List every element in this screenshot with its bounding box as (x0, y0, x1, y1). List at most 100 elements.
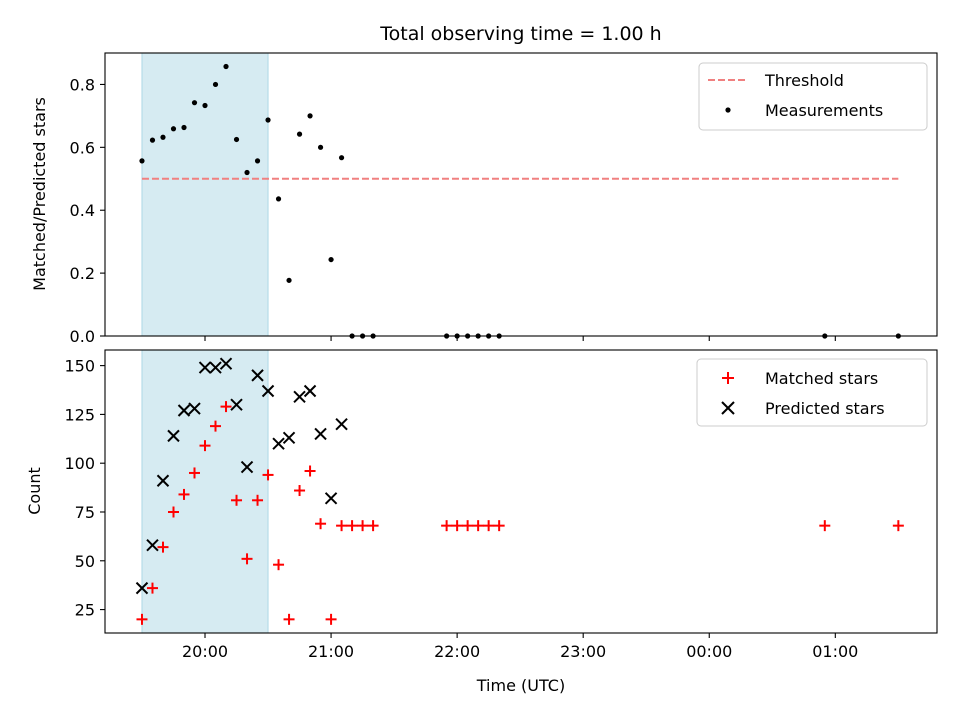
predicted-star-point (272, 437, 285, 450)
matched-star-point (167, 506, 179, 518)
measurement-point (265, 117, 271, 123)
matched-star-point (451, 520, 463, 532)
matched-star-point (315, 518, 327, 530)
matched-star-point (336, 520, 348, 532)
matched-star-point (210, 420, 222, 432)
highlight-span-rect (141, 349, 269, 634)
predicted-star-point (198, 361, 212, 374)
matched-star-point (892, 520, 904, 532)
bottom-legend: Matched stars Predicted stars (696, 358, 928, 427)
measurement-point (191, 100, 198, 106)
measurement-point (244, 169, 250, 176)
predicted-star-point (177, 404, 191, 417)
legend-threshold-label: Threshold (764, 71, 844, 90)
bottom-y-tick-label: 25 (75, 601, 95, 620)
x-tick-label: 23:00 (560, 642, 606, 661)
measurements-series (139, 63, 901, 339)
predicted-star-point (324, 492, 338, 505)
bottom-y-tick-label: 125 (64, 405, 95, 424)
matched-star-point (493, 520, 505, 532)
bottom-highlight-span (141, 349, 269, 634)
legend-predicted-swatch (721, 401, 735, 415)
bottom-y-tick-label: 150 (64, 357, 95, 376)
legend-measurements-swatch (725, 107, 731, 113)
top-y-axis-label: Matched/Predicted stars (30, 97, 49, 291)
matched-star-point (325, 613, 337, 625)
x-axis-label: Time (UTC) (476, 676, 565, 695)
measurement-point (139, 158, 145, 164)
matched-star-point (357, 520, 369, 532)
x-tick-label: 01:00 (812, 642, 858, 661)
bottom-y-tick-label: 50 (75, 552, 95, 571)
predicted-star-point (240, 460, 254, 474)
x-tick-label: 22:00 (434, 642, 480, 661)
measurement-point (275, 196, 282, 202)
highlight-span-rect (141, 52, 269, 337)
matched-star-point (304, 465, 316, 477)
measurement-point (296, 131, 303, 137)
bottom-panel: 20:00 21:00 22:00 23:00 00:00 01:00 25 50 75 100… (25, 349, 938, 695)
x-tick-label: 00:00 (686, 642, 732, 661)
legend-matched-swatch (722, 372, 734, 384)
top-y-tick-label: 0.6 (70, 138, 95, 157)
predicted-star-point (219, 357, 233, 370)
top-plot-frame (104, 52, 938, 337)
predicted-star-point (314, 427, 327, 441)
x-tick-label: 21:00 (308, 642, 354, 661)
matched-star-point (220, 401, 232, 413)
measurement-point (202, 102, 208, 109)
bottom-legend-box (696, 358, 928, 427)
predicted-stars-series (135, 357, 348, 595)
matched-star-point (294, 485, 306, 497)
matched-star-point (367, 520, 379, 532)
top-y-tick-label: 0.2 (70, 264, 95, 283)
top-y-ticks: 0.0 0.2 0.4 0.6 0.8 (70, 75, 105, 346)
matched-star-point (472, 520, 484, 532)
top-y-tick-label: 0.4 (70, 201, 95, 220)
predicted-star-point (146, 538, 159, 552)
top-panel: Total observing time = 1.00 h 0.00.20.40… (30, 23, 938, 346)
top-x-ticks (204, 336, 836, 341)
bottom-y-tick-label: 75 (75, 503, 95, 522)
legend-predicted-label: Predicted stars (765, 399, 885, 418)
top-y-tick-label: 0.0 (70, 327, 95, 346)
legend-measurements-label: Measurements (765, 101, 883, 120)
matched-star-point (178, 488, 190, 500)
matched-star-point (157, 541, 169, 553)
matched-star-point (483, 520, 495, 532)
measurement-point (317, 144, 324, 150)
predicted-star-point (209, 361, 222, 374)
matched-star-point (231, 494, 243, 506)
x-tick-label: 20:00 (182, 642, 228, 661)
bottom-plot-frame (104, 349, 938, 634)
bottom-y-tick-label: 100 (64, 454, 95, 473)
matched-star-point (136, 613, 148, 625)
predicted-star-point (282, 431, 296, 445)
bottom-y-ticks: 25 50 75 100 125 150 (64, 357, 105, 620)
measurement-point (212, 81, 219, 88)
top-legend: Threshold Measurements (698, 62, 928, 131)
measurement-point (286, 277, 292, 283)
matched-star-point (199, 440, 211, 452)
bottom-x-ticks: 20:00 21:00 22:00 23:00 00:00 01:00 (182, 633, 858, 661)
measurement-point (149, 137, 156, 143)
predicted-star-point (335, 417, 348, 431)
matched-star-point (346, 520, 358, 532)
predicted-star-point (293, 390, 306, 404)
matched-stars-series (136, 401, 904, 625)
measurement-point (160, 134, 166, 140)
top-chart-title: Total observing time = 1.00 h (379, 23, 661, 45)
top-highlight-span (141, 52, 269, 337)
measurement-point (307, 113, 313, 119)
top-y-tick-label: 0.8 (70, 75, 95, 94)
predicted-star-point (135, 581, 149, 595)
matched-star-point (241, 553, 253, 565)
matched-star-point (146, 582, 158, 594)
predicted-star-point (156, 474, 170, 487)
matched-star-point (462, 520, 474, 532)
predicted-star-point (188, 402, 201, 415)
measurement-point (328, 256, 334, 263)
matched-star-point (283, 613, 295, 625)
top-legend-box (698, 62, 928, 131)
